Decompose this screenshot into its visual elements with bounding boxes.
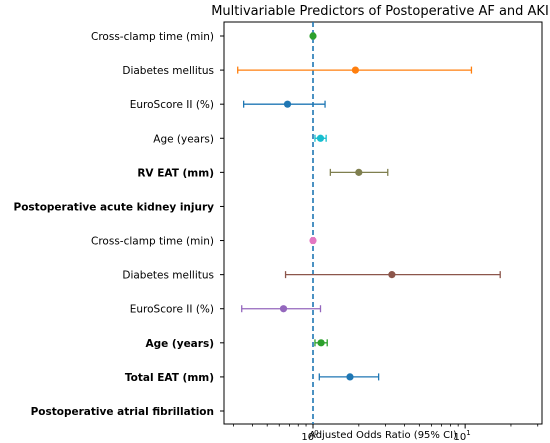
y-tick-label: Diabetes mellitus [122,65,214,77]
chart-title: Multivariable Predictors of Postoperativ… [211,4,549,19]
y-tick-label: Diabetes mellitus [122,270,214,282]
point-estimate [317,339,325,347]
y-tick-label: Cross-clamp time (min) [91,31,214,43]
y-tick-label: Postoperative atrial fibrillation [31,406,214,418]
x-axis-label: Adjusted Odds Ratio (95% CI) [309,430,457,441]
plot-area [223,21,543,425]
point-estimate [355,168,363,176]
y-tick-label: EuroScore II (%) [130,304,214,316]
y-tick-label: EuroScore II (%) [130,99,214,111]
point-estimate [279,305,288,313]
y-tick-label: RV EAT (mm) [137,167,214,179]
point-estimate [309,236,317,245]
y-tick-label: Age (years) [153,133,214,145]
point-estimate [283,100,292,108]
y-tick-label: Total EAT (mm) [125,372,214,384]
y-tick-label: Age (years) [146,338,215,350]
point-estimate [316,134,325,142]
y-tick-label: Cross-clamp time (min) [91,236,214,248]
y-tick-label: Postoperative acute kidney injury [14,201,215,213]
point-estimate [351,66,360,74]
point-estimate [346,373,354,381]
point-estimate [309,32,317,40]
point-estimate [388,271,396,279]
